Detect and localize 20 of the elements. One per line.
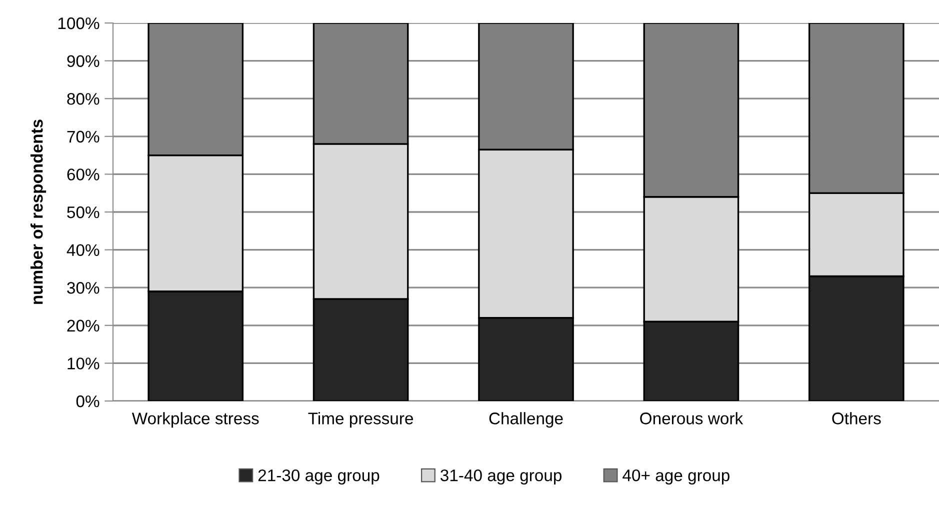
- y-tick-label: 20%: [67, 320, 100, 332]
- x-tick-label: Workplace stress: [132, 412, 259, 428]
- x-tick-label: Time pressure: [308, 412, 414, 428]
- legend-label: 31-40 age group: [440, 469, 562, 485]
- x-tick-label: Onerous work: [640, 412, 744, 424]
- x-tick-label: Others: [832, 412, 881, 424]
- y-tick-label: 10%: [68, 358, 100, 370]
- y-tick-label: 100%: [58, 17, 100, 30]
- y-tick-label: 30%: [67, 282, 100, 294]
- y-tick-label: 40%: [66, 244, 100, 256]
- legend-label: 21-30 age group: [258, 469, 380, 485]
- legend-label: 40+ age group: [622, 469, 730, 485]
- y-tick-label: 60%: [67, 168, 100, 180]
- y-tick-label: 80%: [67, 93, 100, 105]
- x-tick-label: Challenge: [489, 412, 563, 428]
- y-tick-label: 0%: [76, 395, 100, 408]
- y-axis-title: number of respondents: [30, 120, 46, 304]
- y-tick-label: 50%: [67, 206, 100, 218]
- y-tick-label: 90%: [67, 55, 100, 68]
- y-tick-label: 70%: [67, 130, 100, 143]
